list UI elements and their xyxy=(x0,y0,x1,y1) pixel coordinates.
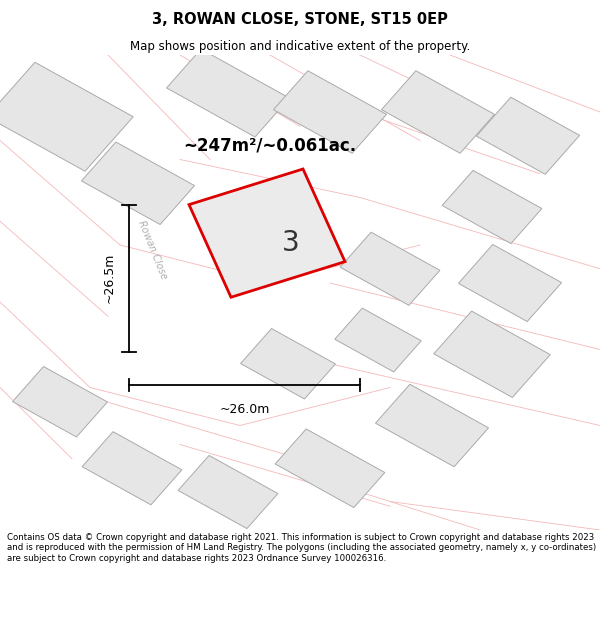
Polygon shape xyxy=(382,71,494,153)
Polygon shape xyxy=(434,311,550,398)
Polygon shape xyxy=(167,49,289,137)
Polygon shape xyxy=(0,55,216,530)
Text: Contains OS data © Crown copyright and database right 2021. This information is : Contains OS data © Crown copyright and d… xyxy=(7,533,596,562)
Text: 3: 3 xyxy=(282,229,300,257)
Polygon shape xyxy=(241,329,335,399)
Text: ~247m²/~0.061ac.: ~247m²/~0.061ac. xyxy=(183,136,356,154)
Polygon shape xyxy=(178,456,278,529)
Polygon shape xyxy=(82,142,194,224)
Text: 3, ROWAN CLOSE, STONE, ST15 0EP: 3, ROWAN CLOSE, STONE, ST15 0EP xyxy=(152,12,448,27)
Polygon shape xyxy=(13,366,107,437)
Text: ~26.0m: ~26.0m xyxy=(220,403,269,416)
Text: Rowan Close: Rowan Close xyxy=(137,219,169,281)
Polygon shape xyxy=(442,171,542,244)
Polygon shape xyxy=(0,62,133,171)
Text: ~26.5m: ~26.5m xyxy=(103,253,116,303)
Text: Map shows position and indicative extent of the property.: Map shows position and indicative extent… xyxy=(130,39,470,52)
Polygon shape xyxy=(82,432,182,505)
Polygon shape xyxy=(376,384,488,467)
Polygon shape xyxy=(274,71,386,153)
Polygon shape xyxy=(458,244,562,321)
Polygon shape xyxy=(189,169,345,298)
Polygon shape xyxy=(476,98,580,174)
Polygon shape xyxy=(275,429,385,508)
Polygon shape xyxy=(335,308,421,372)
Polygon shape xyxy=(340,232,440,306)
Polygon shape xyxy=(168,55,300,159)
